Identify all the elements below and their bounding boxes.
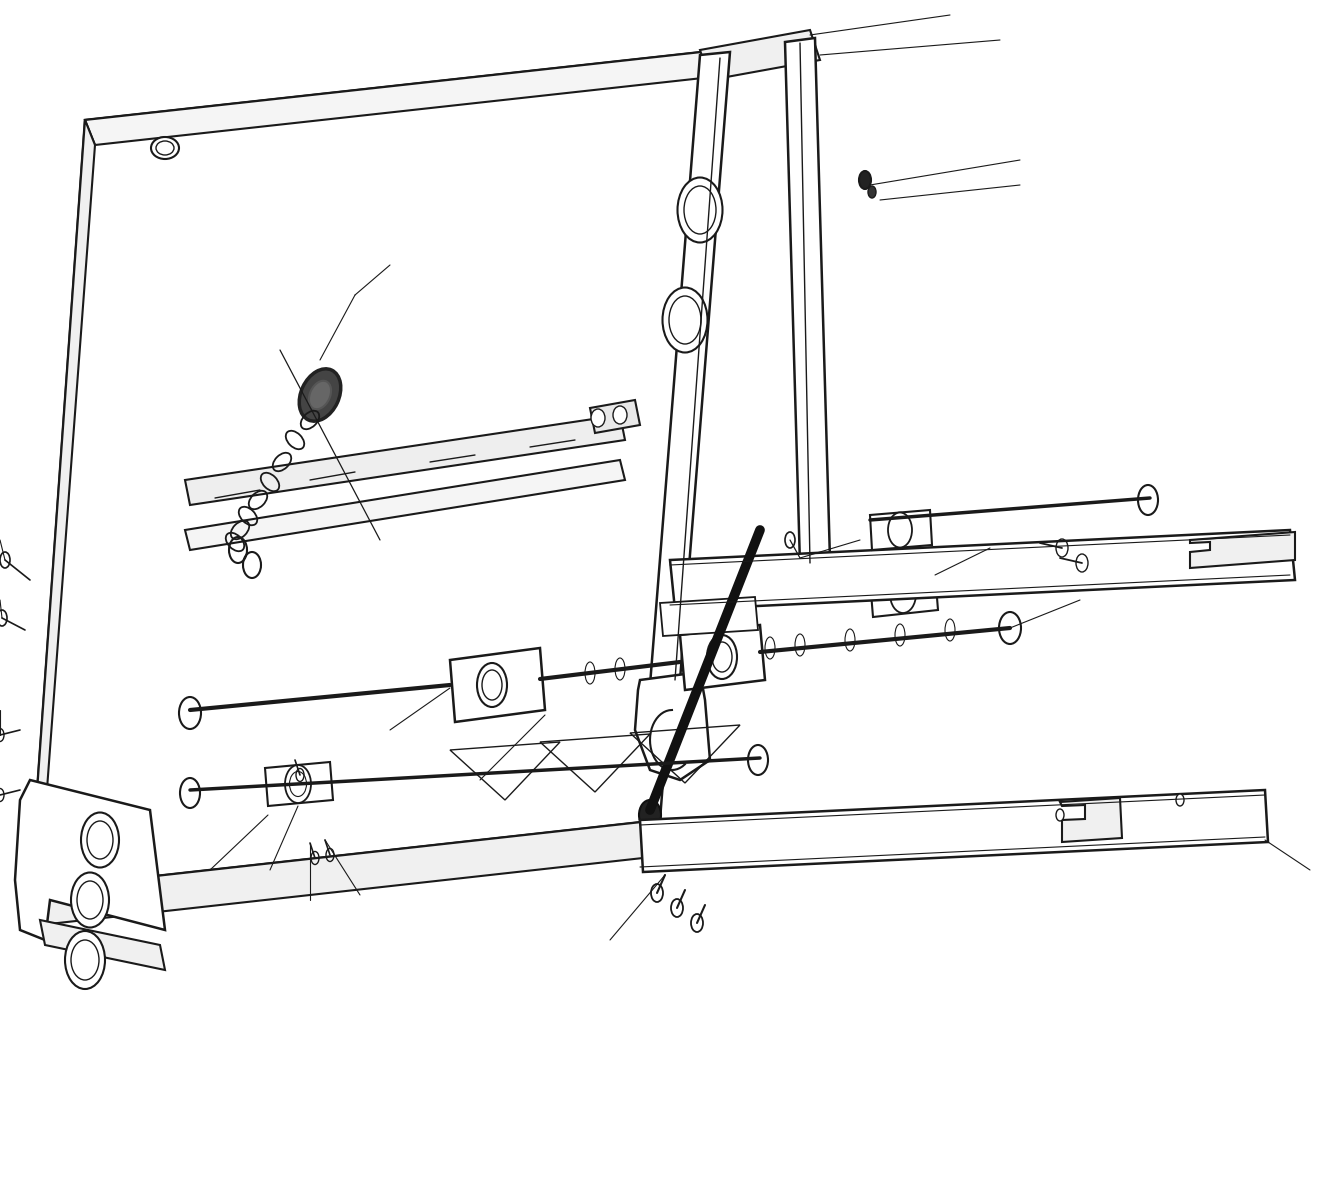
Polygon shape [450, 648, 545, 722]
Polygon shape [700, 30, 820, 80]
Ellipse shape [999, 612, 1020, 644]
Ellipse shape [651, 884, 663, 902]
Ellipse shape [180, 778, 201, 807]
Ellipse shape [785, 532, 795, 548]
Polygon shape [640, 790, 1269, 872]
Ellipse shape [0, 610, 7, 626]
Ellipse shape [156, 141, 174, 155]
Polygon shape [265, 762, 333, 806]
Polygon shape [185, 460, 624, 550]
Ellipse shape [1138, 485, 1158, 515]
Ellipse shape [639, 800, 661, 830]
Ellipse shape [591, 409, 605, 428]
Ellipse shape [77, 881, 103, 919]
Ellipse shape [289, 772, 306, 797]
Ellipse shape [711, 642, 733, 672]
Ellipse shape [87, 821, 114, 859]
Ellipse shape [300, 369, 341, 422]
Ellipse shape [888, 512, 912, 548]
Ellipse shape [890, 575, 916, 613]
Polygon shape [1191, 532, 1295, 568]
Polygon shape [870, 510, 932, 550]
Polygon shape [30, 50, 719, 890]
Ellipse shape [677, 177, 722, 243]
Ellipse shape [309, 381, 331, 410]
Ellipse shape [180, 697, 201, 729]
Polygon shape [649, 52, 730, 685]
Ellipse shape [663, 287, 708, 353]
Polygon shape [680, 625, 766, 690]
Polygon shape [870, 573, 939, 617]
Ellipse shape [65, 931, 106, 989]
Ellipse shape [708, 635, 737, 679]
Ellipse shape [612, 406, 627, 424]
Polygon shape [671, 530, 1295, 610]
Polygon shape [635, 672, 710, 780]
Polygon shape [40, 919, 165, 969]
Polygon shape [590, 400, 640, 434]
Ellipse shape [81, 812, 119, 867]
Ellipse shape [690, 913, 704, 933]
Polygon shape [30, 120, 95, 910]
Ellipse shape [748, 746, 768, 775]
Polygon shape [30, 819, 671, 925]
Ellipse shape [0, 551, 11, 568]
Polygon shape [1060, 798, 1122, 842]
Polygon shape [15, 780, 165, 940]
Ellipse shape [482, 671, 502, 700]
Ellipse shape [1176, 794, 1184, 806]
Polygon shape [660, 597, 758, 636]
Ellipse shape [1056, 809, 1064, 821]
Polygon shape [185, 414, 624, 505]
Ellipse shape [71, 940, 99, 980]
Polygon shape [785, 38, 830, 565]
Ellipse shape [869, 186, 876, 198]
Ellipse shape [859, 172, 871, 189]
Ellipse shape [669, 297, 701, 344]
Ellipse shape [684, 186, 715, 233]
Ellipse shape [71, 873, 110, 928]
Ellipse shape [671, 899, 682, 917]
Polygon shape [84, 50, 730, 145]
Ellipse shape [285, 765, 312, 803]
Ellipse shape [477, 663, 507, 707]
Ellipse shape [150, 137, 180, 160]
